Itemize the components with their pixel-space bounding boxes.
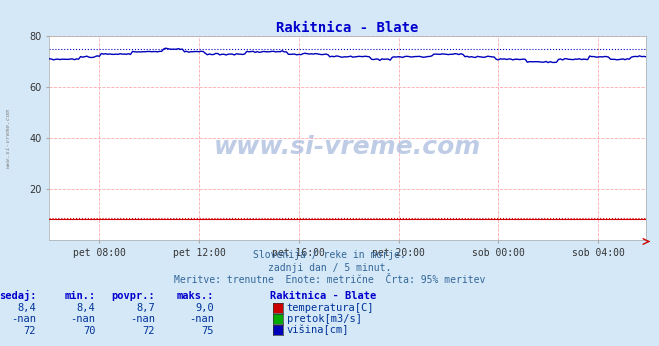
Text: Rakitnica - Blate: Rakitnica - Blate — [270, 291, 376, 301]
Text: min.:: min.: — [65, 291, 96, 301]
Text: povpr.:: povpr.: — [111, 291, 155, 301]
Text: temperatura[C]: temperatura[C] — [287, 303, 374, 313]
Text: 72: 72 — [24, 326, 36, 336]
Text: -nan: -nan — [71, 315, 96, 325]
Text: višina[cm]: višina[cm] — [287, 325, 349, 336]
Text: -nan: -nan — [11, 315, 36, 325]
Text: maks.:: maks.: — [177, 291, 214, 301]
Text: 8,4: 8,4 — [18, 303, 36, 313]
Text: 72: 72 — [142, 326, 155, 336]
Text: -nan: -nan — [189, 315, 214, 325]
Text: Slovenija / reke in morje.: Slovenija / reke in morje. — [253, 250, 406, 260]
Text: 70: 70 — [83, 326, 96, 336]
Text: -nan: -nan — [130, 315, 155, 325]
Title: Rakitnica - Blate: Rakitnica - Blate — [276, 21, 419, 35]
Text: www.si-vreme.com: www.si-vreme.com — [5, 108, 11, 169]
Text: pretok[m3/s]: pretok[m3/s] — [287, 315, 362, 325]
Text: www.si-vreme.com: www.si-vreme.com — [214, 135, 481, 158]
Text: sedaj:: sedaj: — [0, 290, 36, 301]
Text: 8,4: 8,4 — [77, 303, 96, 313]
Text: Meritve: trenutne  Enote: metrične  Črta: 95% meritev: Meritve: trenutne Enote: metrične Črta: … — [174, 275, 485, 285]
Text: 9,0: 9,0 — [196, 303, 214, 313]
Text: zadnji dan / 5 minut.: zadnji dan / 5 minut. — [268, 263, 391, 273]
Text: 8,7: 8,7 — [136, 303, 155, 313]
Text: 75: 75 — [202, 326, 214, 336]
